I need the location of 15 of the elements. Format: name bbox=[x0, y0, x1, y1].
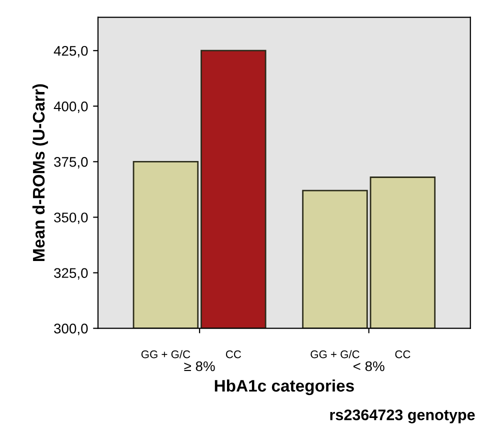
y-tick-label: 375,0 bbox=[54, 157, 88, 168]
series-label: GG + G/C bbox=[141, 350, 190, 358]
x-tick-label: ≥ 8% bbox=[184, 361, 215, 372]
text: CC bbox=[395, 350, 410, 358]
x-tick-label: < 8% bbox=[354, 361, 384, 372]
y-tick-label: 325,0 bbox=[54, 268, 88, 280]
y-axis-title: Mean d-ROMs (U-Carr) bbox=[32, 84, 48, 262]
text: rs2364723 genotype bbox=[330, 409, 475, 424]
y-tick-label: 400,0 bbox=[54, 101, 88, 113]
y-tick-label: 425,0 bbox=[54, 46, 88, 58]
x-axis-title: HbA1c categories bbox=[214, 379, 354, 396]
y-tick-label: 350,0 bbox=[54, 212, 88, 224]
text: GG + G/C bbox=[310, 350, 360, 358]
y-tick-label: 300,0 bbox=[54, 324, 88, 336]
series-label: CC bbox=[226, 350, 242, 358]
